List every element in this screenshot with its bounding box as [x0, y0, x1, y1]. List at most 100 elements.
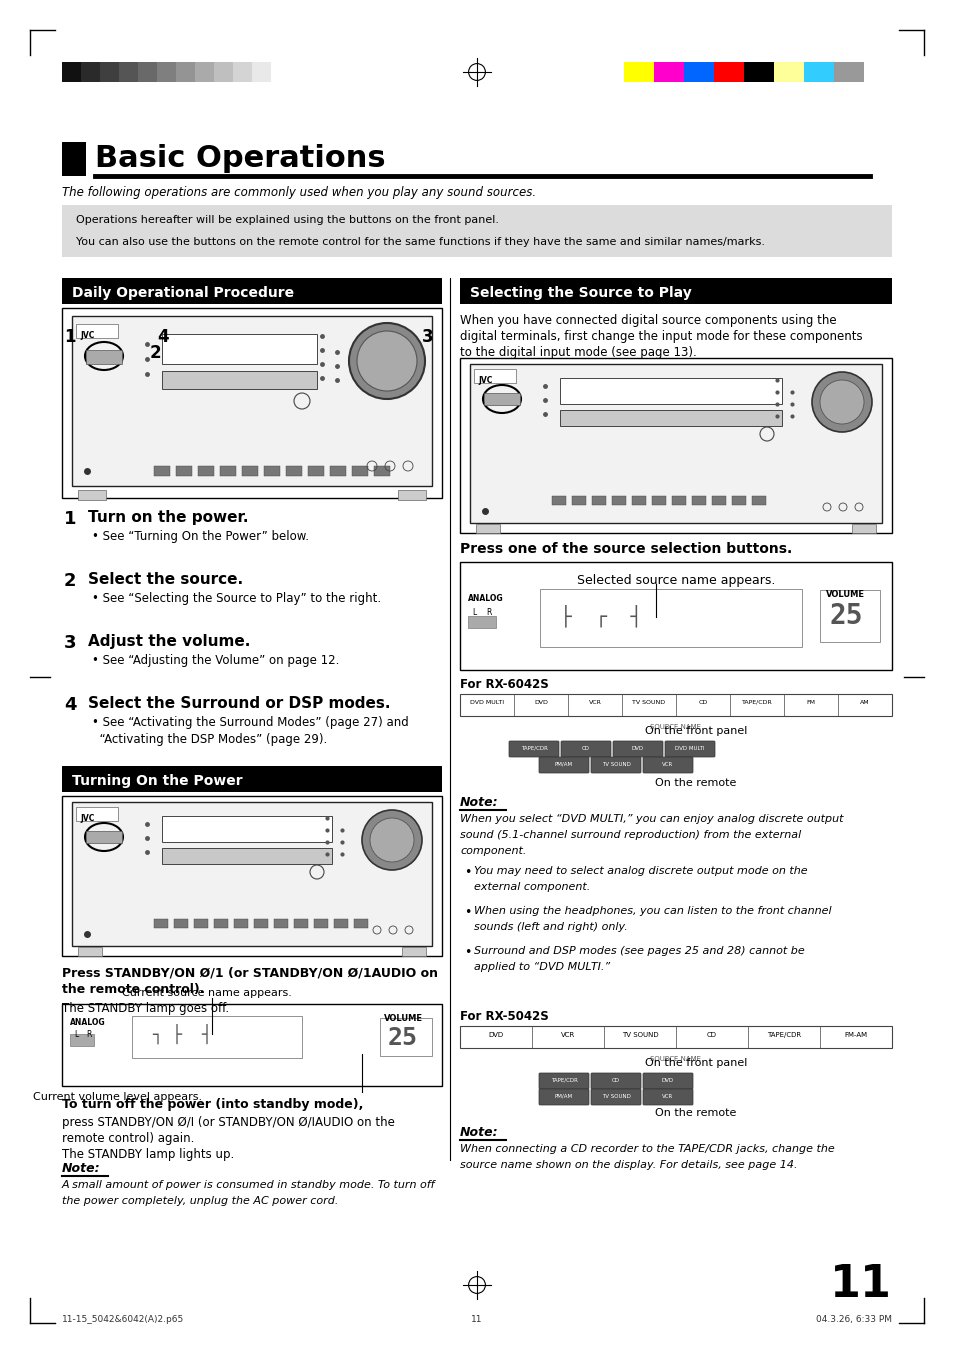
Bar [379, 1017, 432, 1055]
Text: PM/AM: PM/AM [555, 762, 573, 767]
Bar [253, 919, 268, 928]
Text: digital terminals, first change the input mode for these components: digital terminals, first change the inpu… [459, 330, 862, 344]
Bar [711, 497, 725, 505]
Text: source name shown on the display. For details, see page 14.: source name shown on the display. For de… [459, 1160, 797, 1170]
Bar [76, 806, 118, 821]
Bar [459, 359, 891, 533]
Bar [62, 766, 441, 792]
Bar [803, 62, 833, 83]
Text: 2: 2 [64, 572, 76, 590]
Bar [572, 497, 585, 505]
Bar [194, 62, 213, 83]
Text: the power completely, unplug the AC power cord.: the power completely, unplug the AC powe… [62, 1196, 338, 1206]
Bar [713, 62, 743, 83]
Text: Daily Operational Procedure: Daily Operational Procedure [71, 285, 294, 300]
Bar [175, 465, 192, 476]
Text: 1: 1 [64, 510, 76, 528]
Text: “Activating the DSP Modes” (page 29).: “Activating the DSP Modes” (page 29). [91, 733, 327, 746]
Bar [173, 919, 188, 928]
Bar [612, 497, 625, 505]
Bar [162, 371, 316, 390]
Bar [119, 62, 138, 83]
Bar [157, 62, 175, 83]
Bar [62, 206, 891, 257]
Text: 3: 3 [64, 635, 76, 652]
Text: VOLUME: VOLUME [825, 590, 864, 599]
Text: TAPE/CDR: TAPE/CDR [520, 746, 547, 751]
Circle shape [361, 810, 421, 870]
Text: TAPE/CDR: TAPE/CDR [740, 700, 772, 705]
FancyBboxPatch shape [642, 756, 692, 773]
Text: Note:: Note: [459, 1126, 498, 1139]
Text: JVC: JVC [477, 376, 492, 386]
FancyBboxPatch shape [538, 756, 588, 773]
Text: 04.3.26, 6:33 PM: 04.3.26, 6:33 PM [815, 1315, 891, 1325]
Bar [334, 919, 348, 928]
Text: TV SOUND: TV SOUND [601, 1095, 630, 1099]
Text: •: • [463, 946, 471, 959]
Text: Note:: Note: [62, 1162, 100, 1174]
Text: JVC: JVC [80, 815, 94, 823]
Text: ┐ ├  ┤: ┐ ├ ┤ [152, 1024, 212, 1045]
Bar [198, 465, 213, 476]
Bar [623, 62, 654, 83]
Bar [264, 465, 280, 476]
Text: R: R [86, 1030, 91, 1039]
Bar [468, 616, 496, 628]
Bar [62, 142, 86, 176]
Bar [651, 497, 665, 505]
Text: CD: CD [706, 1032, 717, 1038]
Bar [539, 589, 801, 647]
Bar [213, 62, 233, 83]
Bar [175, 62, 194, 83]
Text: VCR: VCR [560, 1032, 575, 1038]
Text: TAPE/CDR: TAPE/CDR [550, 1078, 577, 1082]
Bar [559, 410, 781, 426]
Bar [233, 62, 252, 83]
Text: TV SOUND: TV SOUND [601, 762, 630, 767]
Text: On the remote: On the remote [655, 778, 736, 787]
Text: ANALOG: ANALOG [70, 1017, 106, 1027]
FancyBboxPatch shape [642, 1089, 692, 1105]
Text: CD: CD [612, 1078, 619, 1082]
Text: To turn off the power (into standby mode),: To turn off the power (into standby mode… [62, 1099, 363, 1111]
Bar [459, 1026, 891, 1049]
Bar [671, 497, 685, 505]
Text: VCR: VCR [661, 1095, 673, 1099]
Text: ANALOG: ANALOG [468, 594, 503, 603]
Text: sound (5.1-channel surround reproduction) from the external: sound (5.1-channel surround reproduction… [459, 829, 801, 840]
Text: AM: AM [860, 700, 869, 705]
Bar [132, 1016, 302, 1058]
Text: VOLUME: VOLUME [384, 1013, 422, 1023]
Text: When connecting a CD recorder to the TAPE/CDR jacks, change the: When connecting a CD recorder to the TAP… [459, 1145, 834, 1154]
Bar [354, 919, 368, 928]
Text: DVD: DVD [488, 1032, 503, 1038]
Text: TV SOUND: TV SOUND [632, 700, 665, 705]
Text: When using the headphones, you can listen to the front channel: When using the headphones, you can liste… [474, 907, 831, 916]
Bar [213, 919, 228, 928]
Text: When you have connected digital source components using the: When you have connected digital source c… [459, 314, 836, 327]
Bar [294, 919, 308, 928]
FancyBboxPatch shape [590, 1089, 640, 1105]
Text: Press STANDBY/ON Ø/1 (or STANDBY/ON Ø/1AUDIO on: Press STANDBY/ON Ø/1 (or STANDBY/ON Ø/1A… [62, 966, 437, 980]
Text: You can also use the buttons on the remote control for the same functions if the: You can also use the buttons on the remo… [76, 237, 764, 248]
Text: VCR: VCR [588, 700, 600, 705]
Text: 25: 25 [829, 602, 862, 630]
Text: Press one of the source selection buttons.: Press one of the source selection button… [459, 543, 791, 556]
Text: L: L [472, 607, 476, 617]
Text: TAPE/CDR: TAPE/CDR [766, 1032, 801, 1038]
Text: 11: 11 [471, 1315, 482, 1325]
Bar [78, 947, 102, 957]
Text: SOURCE NAME: SOURCE NAME [650, 724, 700, 731]
Bar [220, 465, 235, 476]
Bar [459, 277, 891, 304]
Text: 4: 4 [64, 695, 76, 714]
FancyBboxPatch shape [560, 741, 610, 756]
Bar [252, 62, 271, 83]
Bar [308, 465, 324, 476]
Text: 11: 11 [829, 1262, 891, 1306]
Bar [833, 62, 863, 83]
Text: For RX-6042S: For RX-6042S [459, 678, 548, 691]
Bar [62, 277, 441, 304]
Bar [374, 465, 390, 476]
